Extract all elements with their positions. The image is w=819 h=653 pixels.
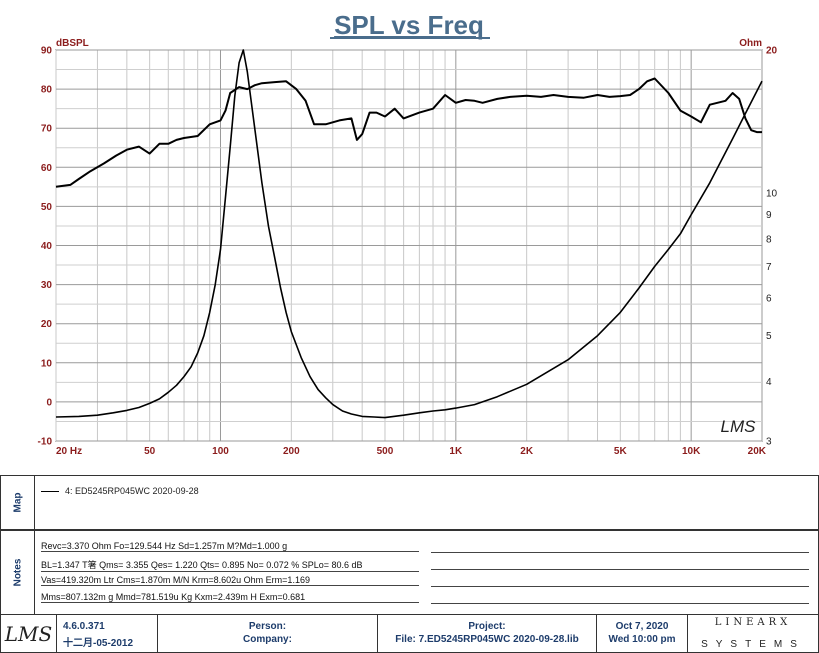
time-text: Wed 10:00 pm [608,634,676,645]
footer-project-cell: Project: File: 7.ED5245RP045WC 2020-09-2… [378,615,597,652]
x-tick-label: 200 [283,446,300,457]
note-line-right-4 [431,592,809,604]
note-line-right-2 [431,558,809,570]
footer-person-cell: Person: Company: [158,615,378,652]
lms-watermark: LMS [721,417,757,436]
footer-date-cell: Oct 7, 2020 Wed 10:00 pm [597,615,688,652]
y-tick-left-label: 30 [41,280,53,291]
y-tick-left-label: 70 [41,124,53,135]
y-tick-right-label: 20 [766,46,778,57]
y-tick-left-label: 40 [41,241,53,252]
legend-swatch [41,490,59,492]
footer: LMS 4.6.0.371 十二月-05-2012 Person: Compan… [0,614,819,653]
linearx-systems-text: SYSTEMS [701,639,805,650]
y-tick-right-label: 5 [766,331,772,342]
impedance-series-line [55,49,763,419]
x-tick-label: 5K [614,446,628,457]
y-tick-right-label: 8 [766,234,772,245]
x-tick-label: 10K [682,446,701,457]
y-tick-right-label: 3 [766,437,772,448]
x-tick-label: 50 [144,446,156,457]
y-axis-left-label: dBSPL [56,38,89,49]
notes-label-text: Notes [11,558,23,587]
note-line-right-3 [431,575,809,587]
y-tick-right-label: 6 [766,294,772,305]
x-tick-label: 20K [748,446,767,457]
footer-logo-cell: LMS [1,615,57,652]
y-tick-left-label: 60 [41,163,53,174]
x-tick-label: 100 [212,446,229,457]
y-axis-right-label: Ohm [739,38,762,49]
y-tick-right-label: 7 [766,262,772,273]
y-tick-left-label: -10 [38,437,53,448]
y-tick-left-label: 0 [46,397,52,408]
footer-version-cell: 4.6.0.371 十二月-05-2012 [57,615,158,652]
person-label: Person: [248,621,287,632]
map-label-text: Map [12,492,23,513]
y-tick-left-label: 80 [41,85,53,96]
map-legend-entry[interactable]: 4: ED5245RP045WC 2020-09-28 [41,486,199,496]
company-label: Company: [243,634,292,645]
y-tick-right-label: 9 [766,210,772,221]
spl-series-line [55,77,762,188]
note-line-4: Mms=807.132m g Mmd=781.519u Kg Kxm=2.439… [41,592,419,603]
y-tick-left-label: 50 [41,202,53,213]
y-tick-right-label: 10 [766,188,778,199]
note-line-right-1 [431,541,809,553]
spl-chart: SPL vs Freq dBSPL Ohm 90 80 70 60 50 40 30 20 10… [38,10,778,458]
project-label: Project: [468,621,506,632]
build-date-text: 十二月-05-2012 [63,638,134,649]
notes-panel-label: Notes [1,531,35,614]
y-tick-left-label: 90 [41,46,53,57]
linearx-logo: LINEARX [714,617,792,628]
file-label: File: 7.ED5245RP045WC 2020-09-28.lib [395,634,579,645]
y-tick-left-label: 20 [41,319,53,330]
date-text: Oct 7, 2020 [615,621,669,632]
version-text: 4.6.0.371 [63,621,105,632]
legend-entry-text: 4: ED5245RP045WC 2020-09-28 [65,486,199,496]
footer-brand-cell: LINEARX SYSTEMS [688,615,818,652]
x-tick-label: 2K [520,446,534,457]
note-line-1: Revc=3.370 Ohm Fo=129.544 Hz Sd=1.257m M… [41,541,419,552]
note-line-2: BL=1.347 T箸 Qms= 3.355 Qes= 1.220 Qts= 0… [41,558,419,572]
note-line-3: Vas=419.320m Ltr Cms=1.870m M/N Krm=8.60… [41,575,419,586]
lms-logo: LMS [4,621,53,646]
notes-panel: Notes Revc=3.370 Ohm Fo=129.544 Hz Sd=1.… [0,530,819,615]
y-tick-left-label: 10 [41,358,53,369]
grid [55,49,763,442]
x-tick-label: 500 [377,446,394,457]
chart-svg: SPL vs Freq dBSPL Ohm 908070605040302010… [38,10,778,458]
y-tick-right-label: 4 [766,377,772,388]
chart-title: SPL vs Freq [334,10,484,40]
x-tick-label: 20 Hz [56,446,82,457]
map-panel-label: Map [1,476,35,529]
x-tick-label: 1K [449,446,463,457]
map-panel: Map 4: ED5245RP045WC 2020-09-28 [0,475,819,530]
series-group [55,49,763,419]
